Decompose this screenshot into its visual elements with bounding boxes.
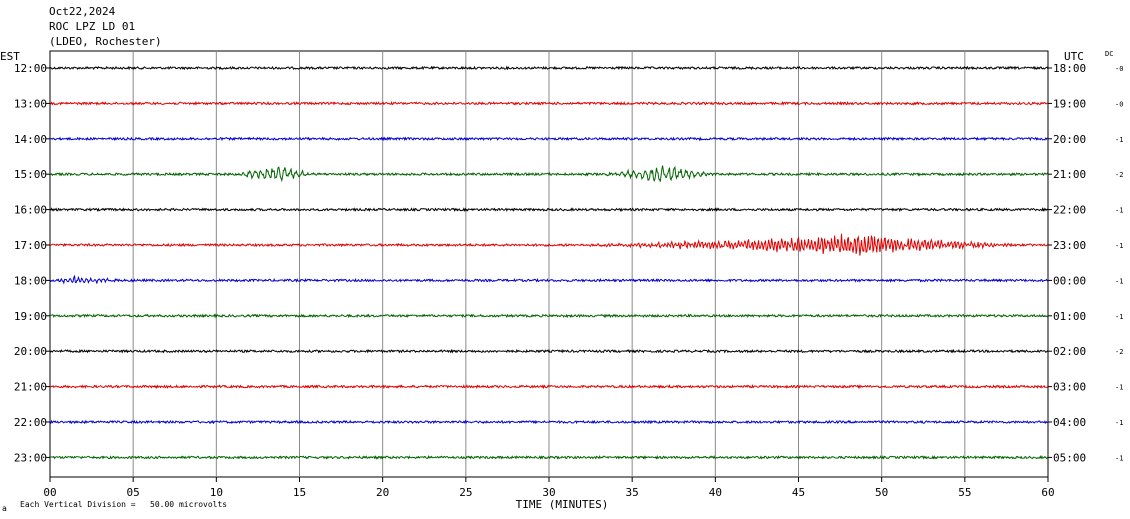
utc-label: 23:00 [1053,239,1086,252]
x-tick-label-40: 40 [709,486,722,499]
dc-offset-label: -2 [1115,348,1123,356]
x-tick-label-25: 25 [459,486,472,499]
trace-1800 [49,274,1049,285]
dc-offset-label: -1 [1115,313,1123,321]
x-tick-label-05: 05 [127,486,140,499]
est-label: 12:00 [14,62,47,75]
grid-lines [132,51,966,477]
est-label: 22:00 [14,416,47,429]
date-label: Oct22,2024 [49,5,116,18]
est-label: 19:00 [14,310,47,323]
utc-label: 22:00 [1053,204,1086,217]
x-tick-label-20: 20 [376,486,389,499]
x-tick-group: 00 05 10 15 20 25 30 35 40 45 50 55 60 [43,477,1055,499]
utc-label: 21:00 [1053,168,1086,181]
station-label: ROC LPZ LD 01 [49,20,135,33]
est-label: 15:00 [14,168,47,181]
utc-label: 04:00 [1053,416,1086,429]
dc-offset-label: -1 [1115,454,1123,462]
utc-label: 02:00 [1053,345,1086,358]
x-tick-label-15: 15 [293,486,306,499]
x-tick-label-10: 10 [210,486,223,499]
utc-label: 03:00 [1053,381,1086,394]
dc-offset-label: -0 [1115,65,1123,73]
x-tick-label-30: 30 [542,486,555,499]
x-tick-label-55: 55 [958,486,971,499]
x-tick-label-60: 60 [1041,486,1054,499]
dc-offset-label: -1 [1115,242,1123,250]
trace-2100 [49,384,1049,390]
network-label: (LDEO, Rochester) [49,35,162,48]
est-label: 17:00 [14,239,47,252]
trace-1500 [49,165,1049,183]
utc-label: 00:00 [1053,274,1086,287]
x-tick-label-35: 35 [626,486,639,499]
x-tick-label-50: 50 [875,486,888,499]
est-label: 16:00 [14,204,47,217]
dc-offset-label: -1 [1115,419,1123,427]
x-tick-label-45: 45 [792,486,805,499]
dc-offset-label: -1 [1115,384,1123,392]
trace-2300 [49,455,1049,460]
corner-mark: a [2,504,7,513]
dc-offset-label: -1 [1115,136,1123,144]
dc-offset-label: -0 [1115,100,1123,108]
est-label: 13:00 [14,97,47,110]
right-timezone-label: UTC [1064,50,1084,63]
row-label-group: 12:00 18:00 -0 13:00 19:00 -0 14:00 20:00 -1 15:0… [14,62,1124,464]
trace-1700 [49,233,1049,256]
x-tick-label-00: 00 [43,486,56,499]
dc-offset-label: -2 [1115,171,1123,179]
trace-2000 [49,348,1049,354]
dc-offset-label: -1 [1115,277,1123,285]
utc-label: 19:00 [1053,97,1086,110]
scale-note: Each Vertical Division = 50.00 microvolt… [20,500,227,509]
est-label: 20:00 [14,345,47,358]
trace-1200 [49,65,1049,71]
est-label: 18:00 [14,274,47,287]
est-label: 14:00 [14,133,47,146]
trace-1600 [49,207,1049,213]
utc-label: 20:00 [1053,133,1086,146]
est-label: 23:00 [14,451,47,464]
dc-offset-label: -1 [1115,207,1123,215]
est-label: 21:00 [14,381,47,394]
utc-label: 01:00 [1053,310,1086,323]
trace-1900 [49,313,1049,319]
trace-group [49,65,1049,460]
utc-label: 18:00 [1053,62,1086,75]
trace-1300 [49,100,1049,106]
dc-header-label: DC [1105,50,1113,58]
left-timezone-label: EST [0,50,20,63]
trace-2200 [49,419,1049,425]
trace-1400 [49,136,1049,142]
utc-label: 05:00 [1053,451,1086,464]
x-axis-label: TIME (MINUTES) [516,498,609,511]
